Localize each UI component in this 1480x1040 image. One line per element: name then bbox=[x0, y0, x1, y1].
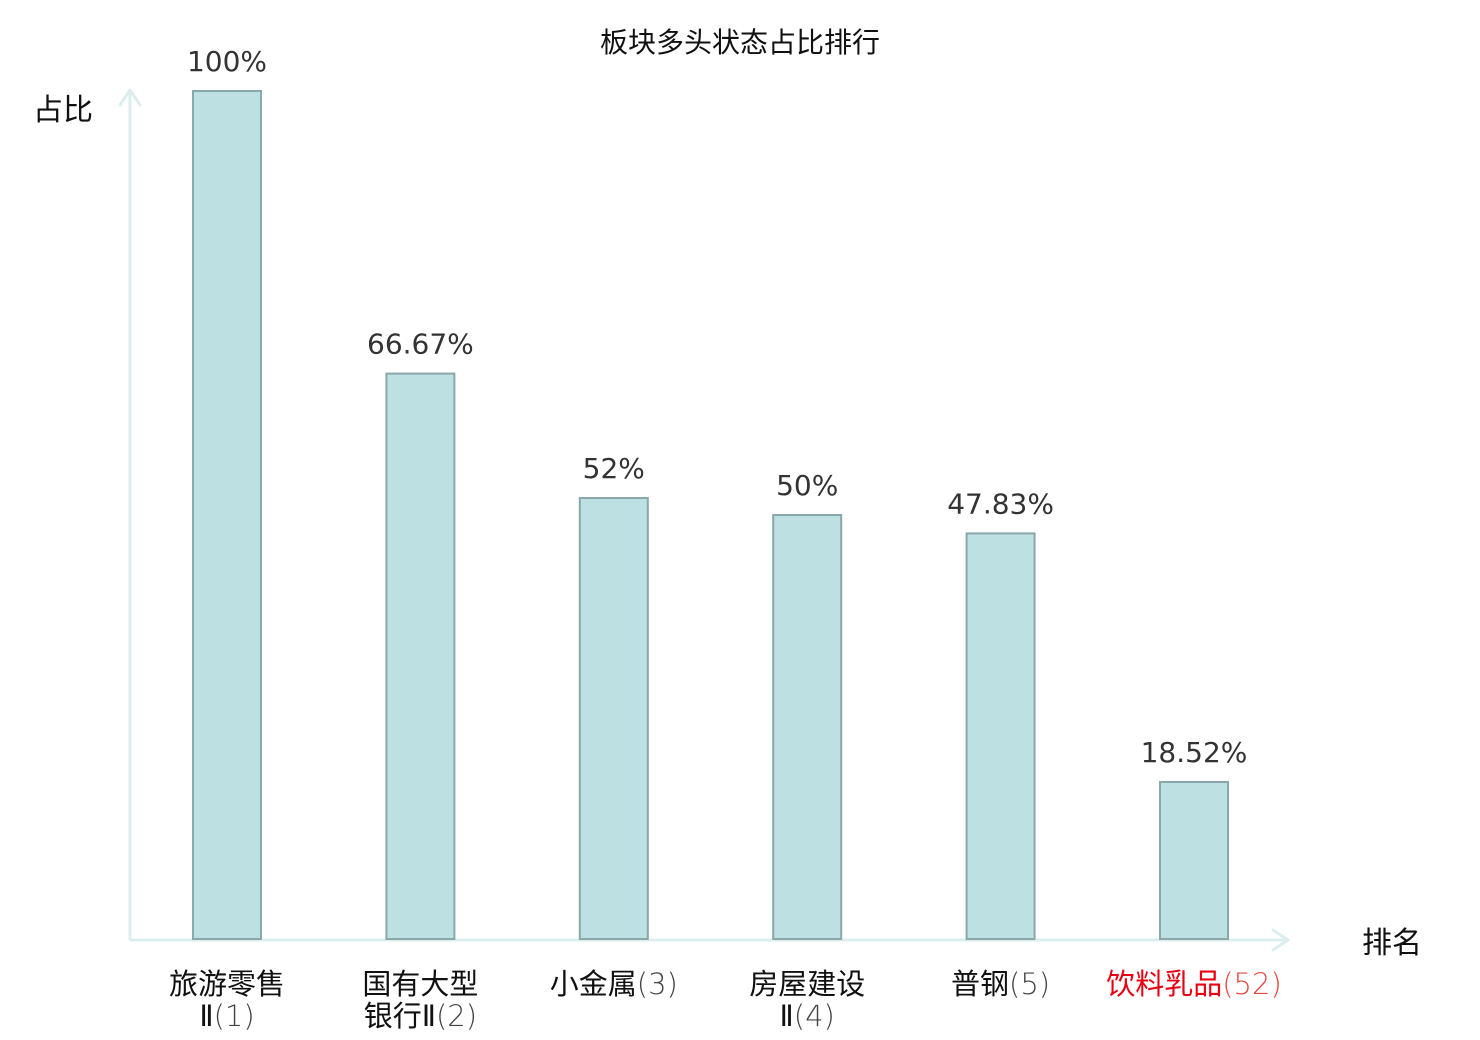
bar-2 bbox=[385, 372, 456, 941]
value-label-1: 100% bbox=[187, 45, 267, 78]
category-label-line: 银行Ⅱ(2) bbox=[364, 999, 477, 1033]
bar-5 bbox=[965, 532, 1036, 941]
y-axis-arrow bbox=[118, 88, 142, 107]
value-label-2: 66.67% bbox=[367, 328, 474, 361]
category-label-3: 小金属(3) bbox=[550, 967, 678, 1001]
category-label-5: 普钢(5) bbox=[951, 967, 1050, 1001]
category-label-line: 国有大型 bbox=[362, 967, 478, 1001]
category-label-2: 国有大型银行Ⅱ(2) bbox=[362, 967, 478, 1033]
y-axis-label: 占比 bbox=[33, 93, 93, 128]
value-label-5: 47.83% bbox=[947, 487, 1054, 520]
category-label-line: Ⅱ(1) bbox=[199, 999, 254, 1033]
category-label-line: 旅游零售 bbox=[169, 967, 285, 1001]
category-label-4: 房屋建设 Ⅱ(4) bbox=[749, 967, 865, 1033]
category-label-line: Ⅱ(4) bbox=[780, 999, 835, 1033]
category-label-6: 饮料乳品(52) bbox=[1106, 967, 1282, 1001]
category-label-line: 饮料乳品(52) bbox=[1106, 967, 1282, 1001]
category-label-line: 普钢(5) bbox=[951, 967, 1050, 1001]
category-labels: 旅游零售 Ⅱ(1) 国有大型银行Ⅱ(2) 小金属(3) 房屋建设 Ⅱ(4) 普钢(5) 饮料乳… bbox=[169, 967, 1282, 1033]
x-axis-arrow bbox=[1271, 928, 1290, 952]
bar-1 bbox=[192, 90, 262, 940]
axes bbox=[118, 88, 1290, 952]
value-label-3: 52% bbox=[583, 452, 645, 485]
bars bbox=[192, 90, 1229, 941]
bar-4 bbox=[772, 514, 843, 940]
value-label-4: 50% bbox=[776, 469, 838, 502]
value-labels: 100% 66.67% 52% 50% 47.83% 18.52% bbox=[187, 45, 1247, 769]
bar-3 bbox=[578, 497, 649, 940]
chart-title: 板块多头状态占比排行 bbox=[600, 26, 880, 59]
category-label-1: 旅游零售 Ⅱ(1) bbox=[169, 967, 285, 1033]
x-axis-label: 排名 bbox=[1362, 926, 1422, 961]
category-label-line: 小金属(3) bbox=[550, 967, 678, 1001]
category-label-line: 房屋建设 bbox=[749, 967, 865, 1001]
value-label-6: 18.52% bbox=[1141, 736, 1248, 769]
bar-6 bbox=[1159, 781, 1229, 940]
